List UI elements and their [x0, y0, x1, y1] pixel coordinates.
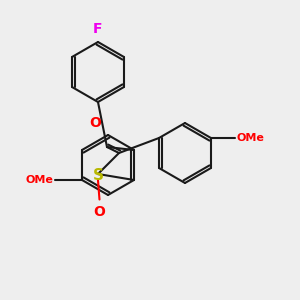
- Text: OMe: OMe: [26, 175, 53, 185]
- Text: F: F: [93, 22, 103, 36]
- Text: S: S: [92, 168, 104, 183]
- Text: O: O: [94, 206, 105, 220]
- Text: O: O: [89, 116, 101, 130]
- Text: OMe: OMe: [236, 133, 264, 143]
